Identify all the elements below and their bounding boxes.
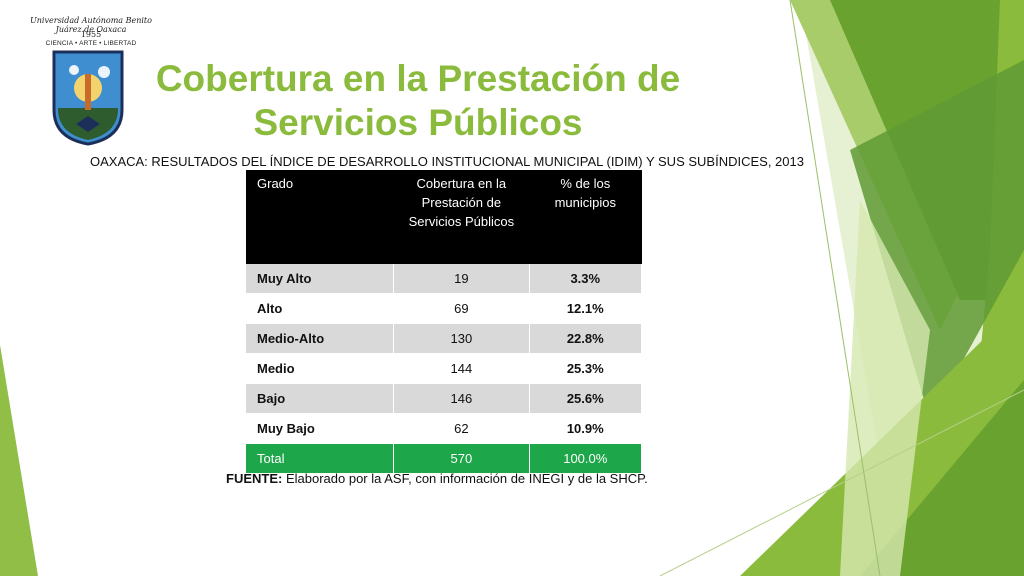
slide-title: Cobertura en la Prestación de Servicios … [148,57,688,145]
cell-cobertura: 144 [393,353,530,384]
table-header-row: Grado Cobertura en la Prestación de Serv… [246,170,642,264]
cell-grado: Medio [246,353,395,384]
left-green-triangle [0,345,38,576]
cell-pct: 10.9% [529,413,643,444]
table-row: Medio 144 25.3% [246,353,643,384]
cell-cobertura: 69 [393,293,530,324]
university-logo: Universidad Autónoma Benito Juárez de Oa… [30,8,152,148]
cell-pct: 12.1% [529,293,643,324]
thin-line-1 [789,0,881,576]
source-text: Elaborado por la ASF, con información de… [282,471,648,486]
logo-arc-text: Universidad Autónoma Benito Juárez de Oa… [30,16,152,34]
source-note: FUENTE: Elaborado por la ASF, con inform… [226,471,746,486]
cell-pct: 3.3% [529,264,643,294]
cell-grado: Bajo [246,383,395,414]
cell-grado: Alto [246,293,395,324]
cell-cobertura: 146 [393,383,530,414]
table-caption: OAXACA: RESULTADOS DEL ÍNDICE DE DESARRO… [90,154,804,169]
shield-icon [52,50,124,146]
cell-pct: 25.3% [529,353,643,384]
table-total-row: Total 570 100.0% [246,443,643,474]
cell-total-cobertura: 570 [393,443,530,474]
source-label: FUENTE: [226,471,283,486]
cell-grado: Muy Bajo [246,413,395,444]
cell-pct: 22.8% [529,323,643,354]
cell-cobertura: 62 [393,413,530,444]
cell-total-pct: 100.0% [529,443,643,474]
logo-motto: CIENCIA • ARTE • LIBERTAD [45,40,137,47]
cell-grado: Medio-Alto [246,323,395,354]
cell-pct: 25.6% [529,383,643,414]
logo-year: 1955 [80,30,102,39]
right-pale-shape [840,200,930,576]
thin-line-2 [659,389,1024,576]
table-row: Bajo 146 25.6% [246,383,643,414]
header-pct: % de los municipios [529,170,642,264]
table-row: Muy Alto 19 3.3% [246,264,643,294]
table-row: Muy Bajo 62 10.9% [246,413,643,444]
title-line-2: Servicios Públicos [253,102,583,143]
table-row: Medio-Alto 130 22.8% [246,323,643,354]
cell-cobertura: 19 [393,264,530,294]
data-table: Grado Cobertura en la Prestación de Serv… [246,170,643,474]
header-grado: Grado [246,170,394,264]
right-green-shape-d [850,60,1024,420]
cell-cobertura: 130 [393,323,530,354]
header-cobertura: Cobertura en la Prestación de Servicios … [393,170,530,264]
title-line-1: Cobertura en la Prestación de [155,58,681,99]
table-row: Alto 69 12.1% [246,293,643,324]
cell-grado: Muy Alto [246,264,395,294]
cell-total-label: Total [246,443,395,474]
